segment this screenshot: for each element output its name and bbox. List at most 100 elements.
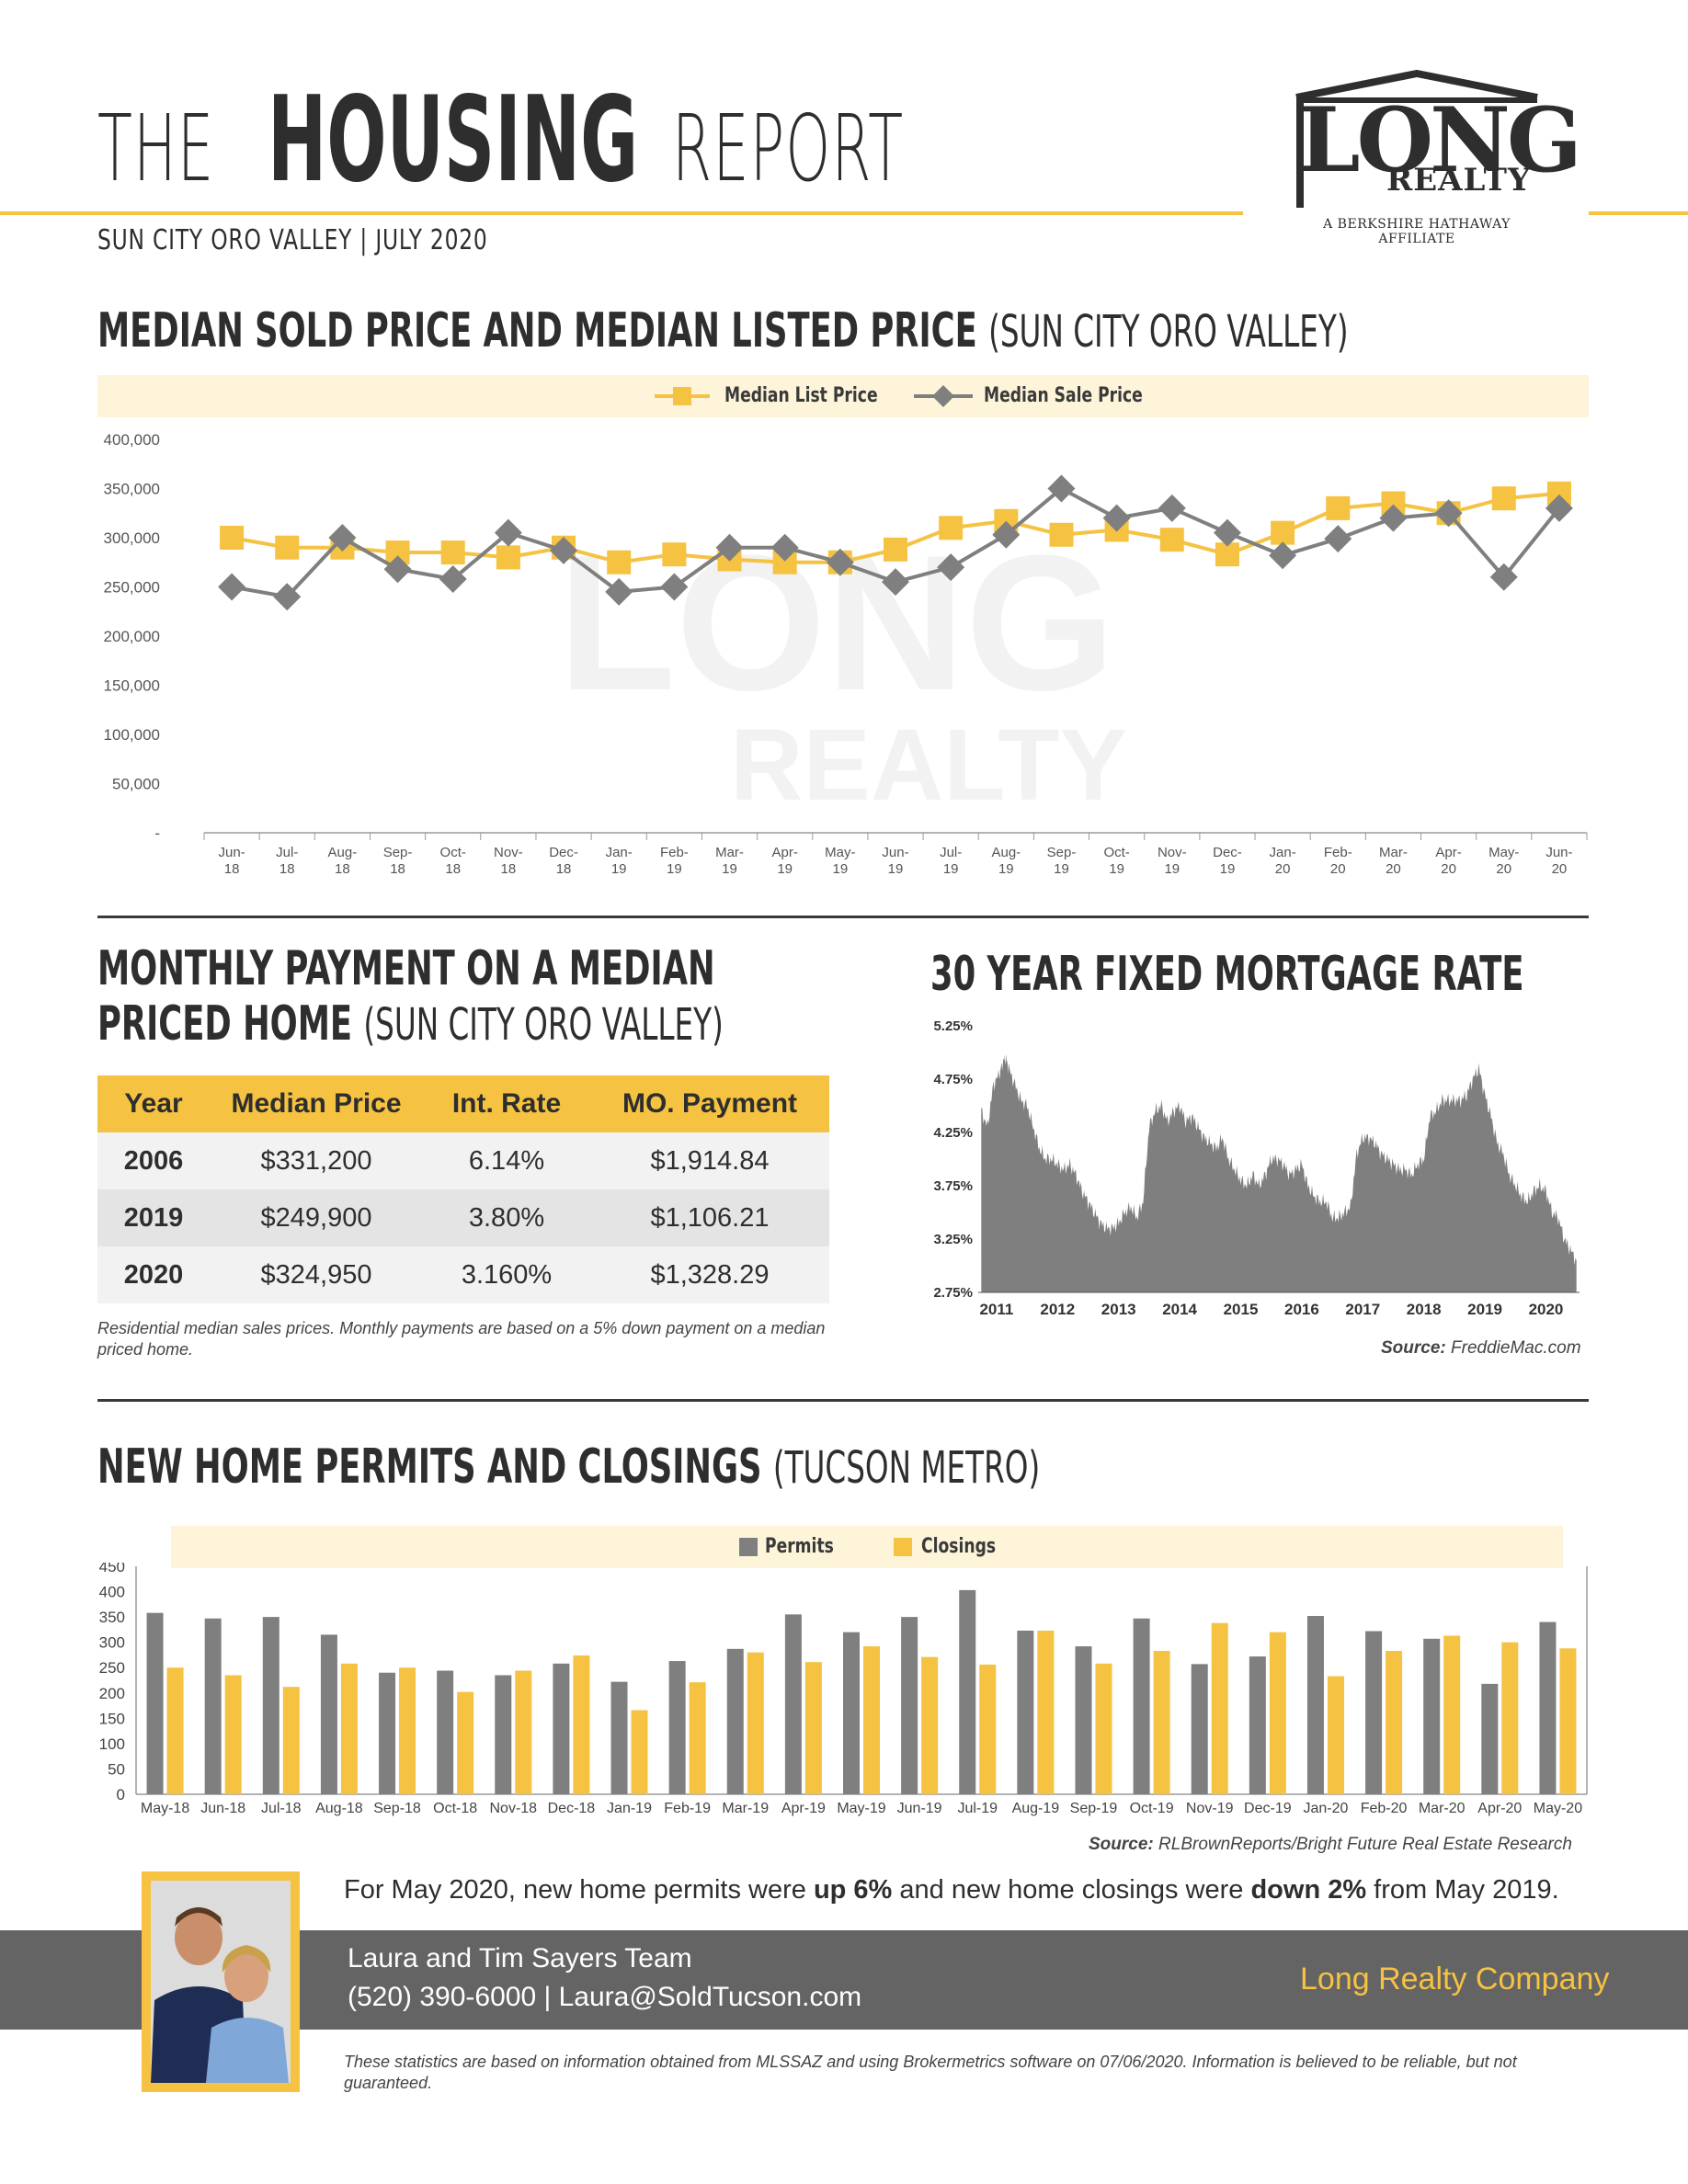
permits-bar: [146, 1612, 164, 1794]
y-tick-label: 300,000: [104, 529, 160, 547]
cell-year: 2019: [97, 1189, 210, 1246]
list-price-point: [939, 516, 964, 540]
disclaimer: These statistics are based on informatio…: [344, 2053, 1517, 2092]
closings-bar: [979, 1664, 997, 1794]
permits-chart-legend: [171, 1526, 1563, 1568]
x-tick-label: Jun-18: [200, 1801, 245, 1816]
col-int-rate: Int. Rate: [423, 1075, 590, 1132]
y-tick-label: 100: [99, 1735, 125, 1753]
sale-price-point: [992, 520, 1021, 549]
section3-heading: 30 YEAR FIXED MORTGAGE RATE: [930, 947, 1524, 1002]
section2-heading: MONTHLY PAYMENT ON A MEDIAN PRICED HOME …: [97, 941, 724, 1052]
list-price-point: [496, 545, 520, 570]
agent-contact: (520) 390-6000 | Laura@SoldTucson.com: [348, 1982, 862, 2012]
report-title: THE HOUSING REPORT: [97, 72, 1046, 209]
legend-permits-swatch: [739, 1538, 758, 1556]
x-tick-label: Nov-18: [489, 1801, 537, 1816]
list-price-point: [220, 526, 245, 550]
y-tick-label: 450: [99, 1563, 125, 1575]
section2-heading-line1: MONTHLY PAYMENT ON A MEDIAN: [97, 941, 715, 996]
y-tick-label: 4.25%: [933, 1125, 973, 1141]
payment-table: Year Median Price Int. Rate MO. Payment …: [97, 1075, 829, 1303]
title-report: REPORT: [672, 95, 905, 202]
y-tick-label: 0: [117, 1786, 125, 1803]
section-divider-1: [97, 916, 1589, 918]
x-tick-label: Aug-18: [315, 1801, 363, 1816]
closings-bar: [1501, 1642, 1519, 1794]
agent-team-name: Laura and Tim Sayers Team: [348, 1943, 692, 1974]
summary-b1: up 6%: [813, 1875, 893, 1905]
x-tick-label: Apr-19: [772, 845, 798, 877]
x-tick-label: May-19: [825, 845, 855, 877]
x-tick-label: May-20: [1488, 845, 1519, 877]
x-tick-label: Apr-19: [781, 1801, 826, 1816]
x-tick-label: Apr-20: [1435, 845, 1461, 877]
sale-price-point: [494, 518, 522, 547]
cell-mo-payment: $1,328.29: [590, 1246, 829, 1303]
section1-heading-light: (SUN CITY ORO VALLEY): [988, 306, 1349, 358]
x-tick-label: 2012: [1040, 1301, 1075, 1318]
permits-bar: [1075, 1646, 1092, 1794]
watermark-sub: REALTY: [730, 709, 1127, 822]
closings-bar: [804, 1662, 822, 1794]
y-tick-label: 400,000: [104, 431, 160, 449]
mortgage-rate-area: [981, 1053, 1577, 1292]
long-realty-logo: [1295, 70, 1538, 208]
header-rule-left: [0, 211, 1243, 215]
x-tick-label: Mar-19: [715, 845, 744, 877]
x-tick-label: Nov-19: [1186, 1801, 1234, 1816]
x-tick-label: Sep-18: [373, 1801, 421, 1816]
col-median-price: Median Price: [210, 1075, 423, 1132]
logo-word: LONG: [1298, 88, 1582, 192]
sale-price-point: [882, 568, 909, 597]
sale-price-point: [770, 533, 799, 562]
permits-bar: [1365, 1631, 1383, 1794]
watermark-word: LONG: [558, 515, 1116, 731]
closings-bar: [573, 1655, 590, 1794]
x-tick-label: Feb-19: [660, 845, 689, 877]
table-row: 2020 $324,950 3.160% $1,328.29: [97, 1246, 829, 1303]
section1-heading-bold: MEDIAN SOLD PRICE AND MEDIAN LISTED PRIC…: [97, 303, 977, 358]
y-tick-label: 2.75%: [933, 1285, 973, 1301]
x-tick-label: 2020: [1529, 1301, 1564, 1318]
legend-sale-label: Median Sale Price: [984, 384, 1143, 407]
summary-p1: For May 2020, new home permits were: [344, 1875, 814, 1905]
closings-bar: [689, 1682, 706, 1794]
x-tick-label: Nov-18: [494, 845, 523, 877]
legend-list-swatch: [655, 387, 710, 405]
x-tick-label: Jun-20: [1545, 845, 1572, 877]
permits-bar: [1133, 1618, 1150, 1794]
cell-year: 2020: [97, 1246, 210, 1303]
permits-bar: [379, 1672, 396, 1794]
sale-price-point: [605, 577, 633, 606]
closings-bar: [224, 1675, 242, 1794]
report-subtitle: SUN CITY ORO VALLEY | JULY 2020: [97, 224, 488, 256]
sale-price-point: [660, 573, 689, 601]
y-tick-label: -: [154, 825, 160, 842]
legend-list-label: Median List Price: [724, 384, 878, 407]
permits-bar: [1539, 1621, 1557, 1794]
closings-bar: [747, 1652, 764, 1794]
y-tick-label: 200: [99, 1685, 125, 1702]
sale-price-point: [1324, 525, 1352, 553]
table-row: 2019 $249,900 3.80% $1,106.21: [97, 1189, 829, 1246]
y-tick-label: 50,000: [112, 776, 160, 793]
list-price-point: [1271, 520, 1295, 545]
x-tick-label: 2018: [1407, 1301, 1442, 1318]
x-tick-label: Jul-18: [276, 845, 298, 877]
x-tick-label: Mar-20: [1419, 1801, 1466, 1816]
permits-bar: [437, 1670, 454, 1794]
list-price-point: [1326, 495, 1351, 520]
y-tick-label: 3.25%: [933, 1232, 973, 1247]
x-tick-label: Dec-19: [1213, 845, 1242, 877]
x-tick-label: Feb-19: [664, 1801, 711, 1816]
sale-price-point: [715, 533, 744, 562]
legend-closings-swatch: [894, 1538, 912, 1556]
sale-price-point: [218, 573, 246, 601]
cell-mo-payment: $1,106.21: [590, 1189, 829, 1246]
closings-bar: [399, 1667, 416, 1794]
sale-price-point: [273, 583, 302, 611]
y-tick-label: 200,000: [104, 628, 160, 645]
closings-bar: [457, 1691, 474, 1794]
x-tick-label: May-19: [837, 1801, 885, 1816]
